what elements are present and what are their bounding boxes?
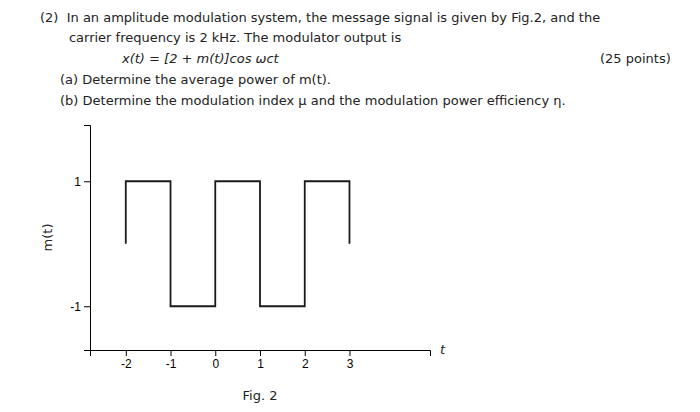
x-axis-title: t <box>440 342 446 357</box>
annotation: (25 points) <box>600 51 671 66</box>
x-tick: -1 <box>166 350 177 371</box>
y-tick-label: -1 <box>70 300 81 314</box>
y-axis: -1 1 <box>70 126 90 351</box>
signal-line <box>126 181 350 306</box>
annotation: (a) Determine the average power of m(t). <box>60 72 331 87</box>
x-tick-label: -1 <box>166 357 177 371</box>
x-tick-mark <box>171 350 172 356</box>
marks <box>126 181 350 306</box>
y-tick-mark <box>84 306 90 307</box>
x-tick: 0 <box>212 350 219 371</box>
annotation: Fig. 2 <box>243 388 278 403</box>
x-axis: -2 -1 0 1 2 3 <box>91 350 431 371</box>
chart: (2) In an amplitude modulation system, t… <box>0 0 700 412</box>
y-tick-label: 1 <box>74 175 81 189</box>
x-tick-label: 0 <box>212 357 219 371</box>
x-axis-line <box>91 351 431 357</box>
x-tick-label: -2 <box>121 357 132 371</box>
y-tick: 1 <box>74 175 90 189</box>
x-tick-mark <box>215 350 216 356</box>
x-tick-mark <box>260 350 261 356</box>
y-tick-mark <box>84 181 90 182</box>
x-tick-label: 3 <box>347 357 354 371</box>
x-tick: 3 <box>347 350 354 371</box>
x-tick-mark <box>126 350 127 356</box>
annotation: carrier frequency is 2 kHz. The modulato… <box>40 30 401 45</box>
x-tick: 2 <box>302 350 309 371</box>
annotation: (b) Determine the modulation index μ and… <box>60 93 566 108</box>
y-tick: -1 <box>70 300 90 314</box>
x-tick: -2 <box>121 350 132 371</box>
x-tick-label: 2 <box>302 357 309 371</box>
x-tick: 1 <box>257 350 264 371</box>
annotation: x(t) = [2 + m(t)]cos ωct <box>121 51 280 66</box>
plot: -2 -1 0 1 2 3 -1 1 t m(t) <box>40 126 446 371</box>
x-tick-label: 1 <box>257 357 264 371</box>
y-axis-line <box>84 126 91 351</box>
annotation: (2) In an amplitude modulation system, t… <box>40 10 600 25</box>
x-tick-mark <box>305 350 306 356</box>
x-tick-mark <box>349 350 350 356</box>
y-axis-title: m(t) <box>40 224 55 252</box>
